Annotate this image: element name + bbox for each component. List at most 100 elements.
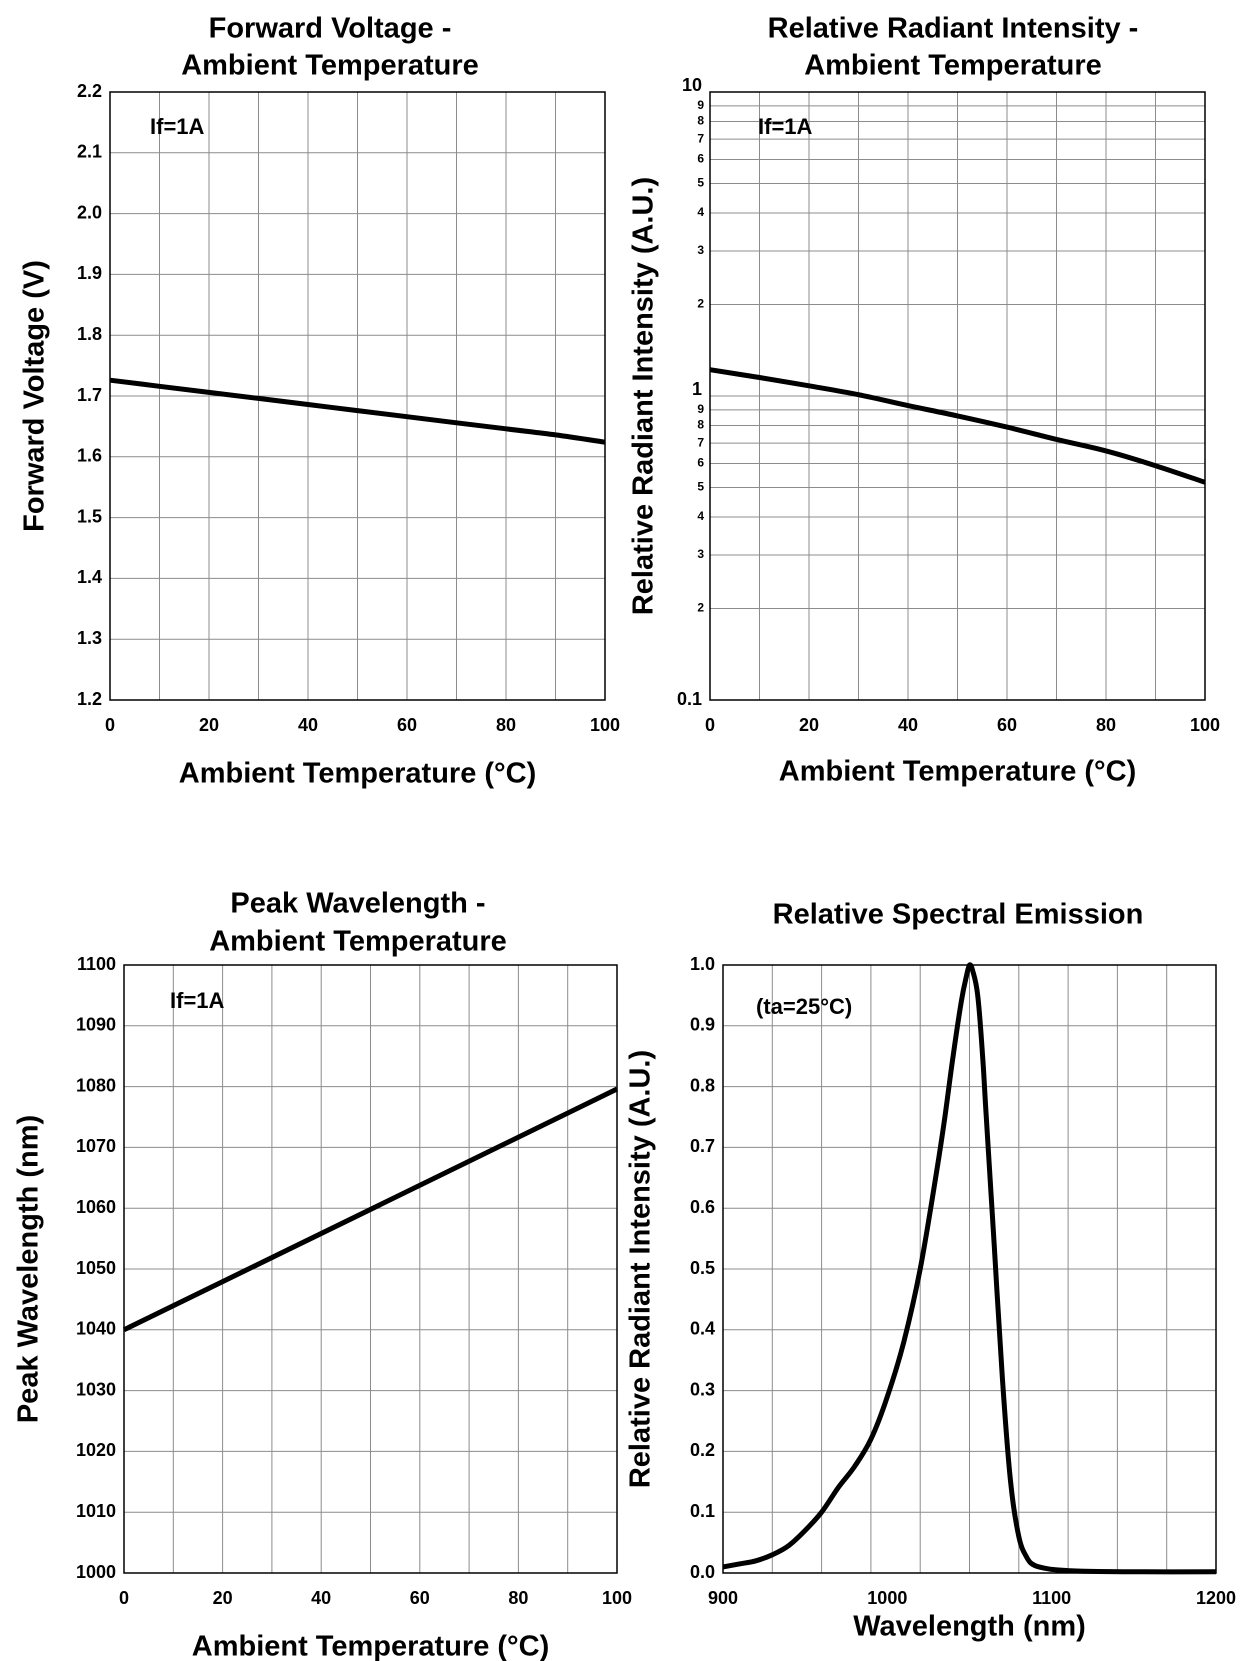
y-axis-label: Relative Radiant Intensity (A.U.) — [625, 1050, 657, 1488]
y-tick-label: 9 — [697, 98, 704, 112]
y-tick-label: 0.8 — [690, 1075, 715, 1095]
chart-2: Relative Radiant Intensity - Ambient Temp… — [628, 13, 1220, 788]
x-tick-label: 80 — [508, 1588, 528, 1608]
x-tick-label: 80 — [496, 715, 516, 735]
y-tick-label: 0.4 — [690, 1319, 715, 1339]
y-tick-label: 4 — [697, 205, 704, 219]
y-tick-label: 0.0 — [690, 1562, 715, 1582]
x-tick-label: 20 — [199, 715, 219, 735]
x-tick-label: 40 — [311, 1588, 331, 1608]
y-tick-label: 0.9 — [690, 1015, 715, 1035]
annotation-label: If=1A — [150, 114, 205, 139]
y-tick-label: 0.1 — [677, 689, 702, 709]
y-axis-label: Peak Wavelength (nm) — [13, 1115, 45, 1423]
plot-frame — [709, 91, 1206, 701]
y-tick-label: 1.9 — [77, 263, 102, 283]
x-tick-label: 1100 — [1032, 1588, 1071, 1608]
chart-title: Ambient Temperature — [209, 926, 507, 958]
y-tick-label: 1090 — [76, 1015, 116, 1035]
y-tick-label: 1020 — [76, 1440, 116, 1460]
x-tick-label: 0 — [705, 715, 715, 735]
y-tick-label: 8 — [697, 114, 704, 128]
y-tick-label: 1.8 — [77, 324, 102, 344]
chart-title: Relative Spectral Emission — [773, 899, 1144, 931]
x-tick-label: 0 — [105, 715, 115, 735]
y-tick-label: 0.5 — [690, 1258, 715, 1278]
y-tick-label: 10 — [682, 75, 702, 95]
y-tick-label: 1000 — [76, 1562, 116, 1582]
x-axis-label: Wavelength (nm) — [853, 1611, 1086, 1643]
y-tick-label: 1050 — [76, 1258, 116, 1278]
grid-horizontal — [710, 91, 1205, 701]
chart-4: Relative Spectral Emission 0.0 0.1 0.2 0.3 0.… — [625, 899, 1236, 1643]
chart-3: Peak Wavelength -Ambient Temperature1000… — [13, 888, 632, 1661]
series-line — [109, 377, 606, 445]
chart-1: Forward Voltage - Ambient Temperature 1.2 1… — [19, 13, 620, 790]
y-tick-label: 9 — [697, 402, 704, 416]
x-tick-label: 60 — [410, 1588, 430, 1608]
y-tick-label: 1.2 — [77, 689, 102, 709]
x-tick-label: 100 — [1190, 715, 1220, 735]
chart-title: Forward Voltage - — [209, 13, 452, 45]
series-line — [722, 962, 1217, 1575]
y-tick-label: 8 — [697, 418, 704, 432]
y-tick-label: 1.5 — [77, 506, 102, 526]
chart-title: Ambient Temperature — [804, 50, 1102, 82]
y-tick-label: 1 — [692, 379, 702, 399]
y-tick-label: 2.2 — [77, 81, 102, 101]
y-tick-label: 5 — [697, 480, 704, 494]
x-axis-label: Ambient Temperature (°C) — [779, 756, 1137, 788]
y-tick-label: 1070 — [76, 1136, 116, 1156]
x-tick-label: 100 — [590, 715, 620, 735]
y-tick-label: 1010 — [76, 1501, 116, 1521]
x-tick-label: 60 — [997, 715, 1017, 735]
x-tick-label: 40 — [298, 715, 318, 735]
plot-frame — [109, 91, 606, 701]
y-tick-label: 7 — [697, 131, 704, 145]
y-tick-label: 2.0 — [77, 202, 102, 222]
y-tick-label: 1060 — [76, 1197, 116, 1217]
y-tick-label: 1.7 — [77, 385, 102, 405]
y-tick-label: 1100 — [77, 954, 116, 974]
grid-horizontal — [110, 91, 605, 701]
y-tick-label: 2 — [697, 601, 704, 615]
y-tick-label: 0.3 — [690, 1379, 715, 1399]
y-tick-label: 2 — [697, 297, 704, 311]
chart-title: Relative Radiant Intensity - — [768, 13, 1139, 45]
annotation-label: If=1A — [170, 988, 225, 1013]
y-tick-label: 6 — [697, 152, 704, 166]
y-tick-label: 1.6 — [77, 446, 102, 466]
y-axis-label: Relative Radiant Intensity (A.U.) — [628, 177, 660, 615]
y-tick-label: 3 — [697, 243, 704, 257]
y-tick-label: 0.2 — [690, 1440, 715, 1460]
y-tick-label: 7 — [697, 435, 704, 449]
x-axis-label: Ambient Temperature (°C) — [179, 758, 537, 790]
y-tick-label: 1.0 — [690, 954, 715, 974]
y-tick-label: 0.7 — [690, 1136, 715, 1156]
y-axis-label: Forward Voltage (V) — [19, 260, 51, 532]
x-tick-label: 0 — [119, 1588, 129, 1608]
x-tick-label: 900 — [708, 1588, 738, 1608]
series-line — [709, 367, 1206, 485]
y-tick-label: 4 — [697, 509, 704, 523]
x-tick-label: 20 — [799, 715, 819, 735]
x-tick-label: 20 — [213, 1588, 233, 1608]
y-tick-label: 1030 — [76, 1379, 116, 1399]
chart-title: Peak Wavelength - — [230, 888, 485, 920]
annotation-label: (ta=25°C) — [756, 994, 852, 1019]
x-axis-label: Ambient Temperature (°C) — [192, 1631, 550, 1661]
x-tick-label: 100 — [602, 1588, 632, 1608]
y-tick-label: 0.1 — [690, 1501, 715, 1521]
x-tick-label: 1200 — [1196, 1588, 1236, 1608]
y-tick-label: 1040 — [76, 1319, 116, 1339]
series-line — [122, 1086, 619, 1333]
y-tick-label: 5 — [697, 176, 704, 190]
y-tick-label: 1080 — [76, 1075, 116, 1095]
x-tick-label: 40 — [898, 715, 918, 735]
y-tick-label: 1.3 — [77, 628, 102, 648]
chart-title: Ambient Temperature — [181, 50, 479, 82]
x-tick-label: 80 — [1096, 715, 1116, 735]
y-tick-label: 2.1 — [77, 142, 102, 162]
y-tick-label: 1.4 — [77, 567, 102, 587]
